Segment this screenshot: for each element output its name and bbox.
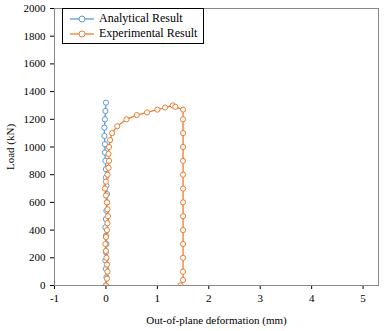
svg-text:200: 200 <box>29 251 46 263</box>
svg-text:0: 0 <box>40 279 46 291</box>
svg-text:800: 800 <box>29 168 46 180</box>
svg-text:Load (kN): Load (kN) <box>4 124 17 170</box>
svg-text:2: 2 <box>206 292 212 304</box>
svg-text:0: 0 <box>103 292 109 304</box>
svg-text:5: 5 <box>360 292 366 304</box>
svg-text:1600: 1600 <box>24 57 47 69</box>
svg-text:1400: 1400 <box>24 85 47 97</box>
svg-text:4: 4 <box>309 292 315 304</box>
html-text:Experimental Result: Experimental Result <box>99 26 198 40</box>
svg-text:Out-of-plane deformation (mm): Out-of-plane deformation (mm) <box>146 314 287 327</box>
svg-text:1800: 1800 <box>24 30 47 42</box>
svg-text:2000: 2000 <box>24 2 47 14</box>
svg-text:1000: 1000 <box>24 141 47 153</box>
svg-text:400: 400 <box>29 224 46 236</box>
html-text:Analytical Result: Analytical Result <box>99 11 183 25</box>
svg-text:-1: -1 <box>50 292 59 304</box>
svg-text:600: 600 <box>29 196 46 208</box>
svg-text:3: 3 <box>257 292 263 304</box>
svg-text:1200: 1200 <box>24 113 47 125</box>
svg-text:1: 1 <box>155 292 161 304</box>
